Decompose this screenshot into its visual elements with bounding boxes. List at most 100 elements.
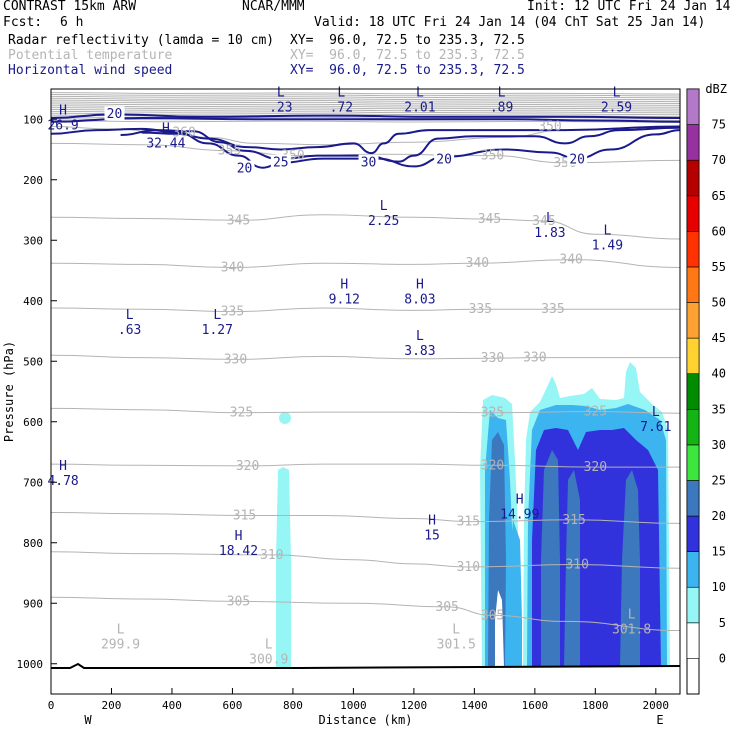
colorbar-swatch bbox=[686, 266, 700, 303]
colorbar-swatch bbox=[686, 337, 700, 375]
x-tick-label: 2000 bbox=[643, 699, 670, 712]
colorbar-tick-label: 60 bbox=[712, 224, 726, 238]
theta-line bbox=[51, 120, 680, 123]
wind-extremum-value: 2.01 bbox=[404, 100, 435, 115]
colorbar-swatch bbox=[686, 586, 700, 624]
theta-line bbox=[51, 92, 680, 95]
wind-extremum-type: L bbox=[277, 85, 285, 100]
theta-contour-label: 350 bbox=[481, 149, 504, 164]
wind-extremum-value: 14.99 bbox=[500, 507, 539, 522]
x-tick-label: 1400 bbox=[461, 699, 488, 712]
theta-line bbox=[51, 112, 680, 116]
wind-extremum-value: 7.61 bbox=[640, 420, 671, 435]
wind-extremum-type: L bbox=[604, 223, 612, 238]
plot-frame bbox=[50, 88, 681, 695]
wind-extremum-type: L bbox=[546, 211, 554, 226]
x-tick-label: 0 bbox=[48, 699, 55, 712]
wind-extremum-value: 18.42 bbox=[219, 544, 258, 559]
theta-extremum-value: 300.9 bbox=[249, 653, 288, 668]
y-tick-label: 800 bbox=[23, 537, 43, 550]
theta-line bbox=[51, 307, 680, 313]
theta-line bbox=[51, 103, 680, 106]
theta-contour-label: 335 bbox=[469, 302, 492, 317]
theta-contour-label: 310 bbox=[457, 560, 480, 575]
theta-contour-label: 345 bbox=[478, 212, 501, 227]
theta-line bbox=[51, 109, 680, 112]
wind-extremum-type: L bbox=[380, 199, 388, 214]
theta-line bbox=[51, 94, 680, 97]
colorbar-tick-label: 15 bbox=[712, 545, 726, 559]
wind-line bbox=[120, 126, 680, 163]
x-tick-label: 1000 bbox=[340, 699, 367, 712]
refl-5dbz-blob bbox=[279, 412, 291, 424]
colorbar-tick-label: 75 bbox=[712, 118, 726, 132]
wind-extremum-type: L bbox=[126, 308, 134, 323]
wind-contour-label: 20 bbox=[107, 107, 123, 122]
wind-label-mask bbox=[234, 160, 255, 175]
x-tick-label: 1800 bbox=[582, 699, 609, 712]
y-tick-label: 700 bbox=[23, 476, 43, 489]
wind-extremum-type: H bbox=[428, 514, 436, 529]
y-axis-label: Pressure (hPa) bbox=[2, 341, 16, 442]
refl-20dbz-region bbox=[564, 470, 580, 667]
colorbar: 0 5 10 15 20 25 30 35 40 45 50 55 60 65 70 75 dBZ bbox=[686, 82, 727, 695]
theta-contour-label: 330 bbox=[224, 352, 247, 367]
wind-extremum-type: H bbox=[340, 278, 348, 293]
wind-extremum-type: L bbox=[416, 85, 424, 100]
theta-contour-label: 320 bbox=[584, 460, 607, 475]
theta-contour-label: 325 bbox=[230, 406, 253, 421]
refl-0dbz-gap bbox=[495, 590, 504, 667]
theta-contour-label: 325 bbox=[481, 406, 504, 421]
wind-extremum-value: 15 bbox=[424, 529, 440, 544]
wind-contour-label: 25 bbox=[273, 156, 289, 171]
wind-extremum-value: .23 bbox=[269, 100, 292, 115]
wind-label-mask bbox=[567, 151, 588, 166]
wind-extremum-type: L bbox=[652, 405, 660, 420]
y-tick-label: 300 bbox=[23, 234, 43, 247]
west-label: W bbox=[84, 713, 92, 727]
wind-label-mask bbox=[104, 106, 125, 121]
wind-extremum-value: .63 bbox=[118, 323, 141, 338]
theta-contour-label: 310 bbox=[260, 548, 283, 563]
theta-contour-label: 340 bbox=[221, 260, 244, 275]
x-tick-label: 1600 bbox=[522, 699, 549, 712]
theta-line bbox=[51, 99, 680, 103]
colorbar-tick-label: 50 bbox=[712, 296, 726, 310]
field-xy-wind: XY= 96.0, 72.5 to 235.3, 72.5 bbox=[290, 63, 525, 78]
theta-extremum-type: L bbox=[265, 638, 273, 653]
field-xy-theta: XY= 96.0, 72.5 to 235.3, 72.5 bbox=[290, 48, 525, 63]
colorbar-swatch bbox=[686, 444, 700, 481]
theta-contour-label: 315 bbox=[233, 509, 256, 524]
wind-extremum-value: 26.9 bbox=[47, 118, 78, 133]
x-axis-label: Distance (km) bbox=[319, 713, 413, 727]
theta-line bbox=[51, 110, 680, 114]
theta-line bbox=[51, 407, 680, 414]
colorbar-tick-label: 25 bbox=[712, 473, 726, 487]
wind-extremum-value: 8.03 bbox=[404, 293, 435, 308]
theta-contour-label: 345 bbox=[227, 213, 250, 228]
theta-line bbox=[51, 463, 680, 468]
wind-extremum-value: 32.44 bbox=[146, 137, 185, 152]
wind-extremum-value: 1.83 bbox=[534, 226, 565, 241]
theta-contour-label: 345 bbox=[532, 214, 555, 229]
theta-extremum-type: L bbox=[117, 623, 125, 638]
theta-line bbox=[51, 105, 680, 108]
theta-contour-label: 315 bbox=[562, 513, 585, 528]
refl-5dbz-cell bbox=[276, 467, 291, 667]
theta-contour-label: 330 bbox=[523, 351, 546, 366]
reflectivity-field bbox=[276, 362, 670, 667]
model-title: CONTRAST 15km ARW bbox=[3, 0, 137, 14]
wind-contour-label: 30 bbox=[361, 156, 377, 171]
wind-extremum-value: .72 bbox=[330, 100, 353, 115]
theta-contour-label: 325 bbox=[584, 404, 607, 419]
theta-line bbox=[51, 101, 680, 104]
colorbar-swatch bbox=[686, 480, 700, 517]
y-tick-label: 900 bbox=[23, 597, 43, 610]
x-tick-label: 200 bbox=[102, 699, 122, 712]
theta-contour-label: 315 bbox=[457, 515, 480, 530]
y-tick-label: 400 bbox=[23, 295, 43, 308]
forecast-label: Fcst: bbox=[3, 15, 43, 30]
x-tick-label: 800 bbox=[283, 699, 303, 712]
theta-extremum-value: 299.9 bbox=[101, 638, 140, 653]
wind-extremum-type: L bbox=[498, 85, 506, 100]
